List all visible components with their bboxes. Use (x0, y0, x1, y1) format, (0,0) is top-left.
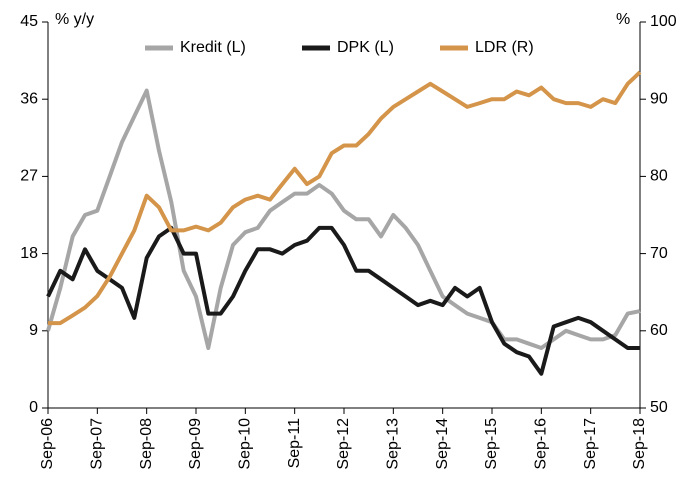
y2-tick-label: 60 (650, 322, 668, 339)
y-tick-label: 36 (20, 90, 38, 107)
x-tick-label: Sep-06 (39, 418, 56, 470)
y2-tick-label: 50 (650, 399, 668, 416)
y2-tick-label: 70 (650, 245, 668, 262)
legend-label: DPK (L) (337, 39, 394, 56)
x-tick-label: Sep-08 (138, 418, 155, 470)
y2-tick-label: 100 (650, 13, 677, 30)
series-line (46, 88, 641, 350)
x-tick-label: Sep-17 (582, 418, 599, 470)
series-line (48, 70, 642, 326)
x-tick-label: Sep-10 (237, 418, 254, 470)
y-tick-label: 45 (20, 13, 38, 30)
x-tick-label: Sep-13 (385, 418, 402, 470)
x-tick-label: Sep-15 (483, 418, 500, 470)
x-tick-label: Sep-07 (89, 418, 106, 470)
x-tick-label: Sep-11 (286, 418, 303, 469)
y-tick-label: 0 (29, 399, 38, 416)
y2-tick-label: 90 (650, 90, 668, 107)
y-tick-label: 27 (20, 168, 38, 185)
x-tick-label: Sep-14 (434, 418, 451, 470)
y-tick-label: 9 (29, 322, 38, 339)
legend-label: LDR (R) (475, 39, 534, 56)
y2-tick-label: 80 (650, 168, 668, 185)
x-tick-label: Sep-09 (187, 418, 204, 470)
y-tick-label: 18 (20, 245, 38, 262)
series-line (46, 225, 640, 376)
y-axis-label: % y/y (55, 11, 94, 28)
legend-label: Kredit (L) (180, 39, 246, 56)
x-tick-label: Sep-18 (631, 418, 648, 470)
y2-axis-label: % (616, 11, 630, 28)
x-tick-label: Sep-12 (335, 418, 352, 470)
x-tick-label: Sep-16 (533, 418, 550, 470)
